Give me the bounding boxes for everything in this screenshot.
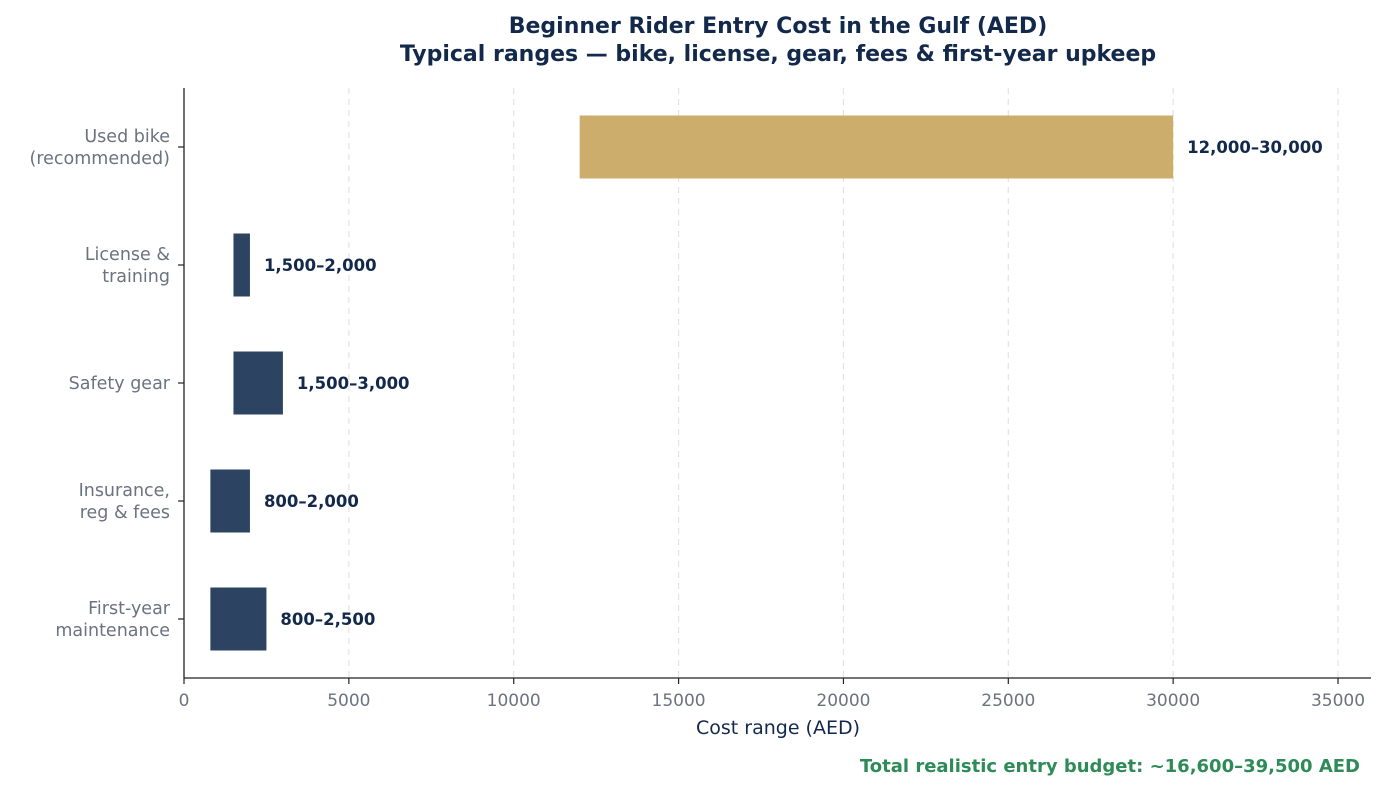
x-tick-label: 15000 [652, 691, 706, 711]
x-tick-label: 20000 [816, 691, 870, 711]
category-label: training [102, 267, 170, 287]
chart-title: Beginner Rider Entry Cost in the Gulf (A… [509, 14, 1048, 39]
chart-subtitle: Typical ranges — bike, license, gear, fe… [400, 42, 1156, 67]
category-label: reg & fees [80, 503, 170, 523]
x-tick-label: 10000 [487, 691, 541, 711]
x-ticks-group: 0 5000 10000 15000 20000 25000 30000 35000 [179, 678, 1365, 711]
value-labels-group: 12,000–30,000 1,500–2,000 1,500–3,000 800–2… [264, 138, 1323, 629]
category-label: (recommended) [30, 149, 171, 169]
range-bar [210, 469, 250, 533]
range-bar [210, 587, 267, 651]
category-label: Safety gear [69, 374, 171, 394]
x-tick-label: 5000 [327, 691, 370, 711]
range-bar [233, 351, 283, 415]
category-label: Used bike [84, 127, 170, 147]
category-labels-group: Used bike(recommended) License &training S… [30, 127, 184, 641]
x-tick-label: 35000 [1311, 691, 1365, 711]
value-label: 1,500–3,000 [297, 374, 410, 393]
value-label: 800–2,500 [280, 610, 375, 629]
value-label: 12,000–30,000 [1187, 138, 1323, 157]
value-label: 1,500–2,000 [264, 256, 377, 275]
category-label: First-year [88, 599, 171, 619]
value-label: 800–2,000 [264, 492, 359, 511]
x-tick-label: 0 [179, 691, 190, 711]
range-bar [579, 115, 1174, 179]
range-bar [233, 233, 250, 297]
total-budget-note: Total realistic entry budget: ~16,600–39… [860, 756, 1360, 777]
x-axis-title: Cost range (AED) [696, 717, 860, 739]
category-label: License & [85, 245, 171, 265]
bars-group [210, 115, 1174, 651]
category-label: Insurance, [79, 481, 170, 501]
category-label: maintenance [55, 621, 170, 641]
x-tick-label: 30000 [1146, 691, 1200, 711]
x-tick-label: 25000 [981, 691, 1035, 711]
